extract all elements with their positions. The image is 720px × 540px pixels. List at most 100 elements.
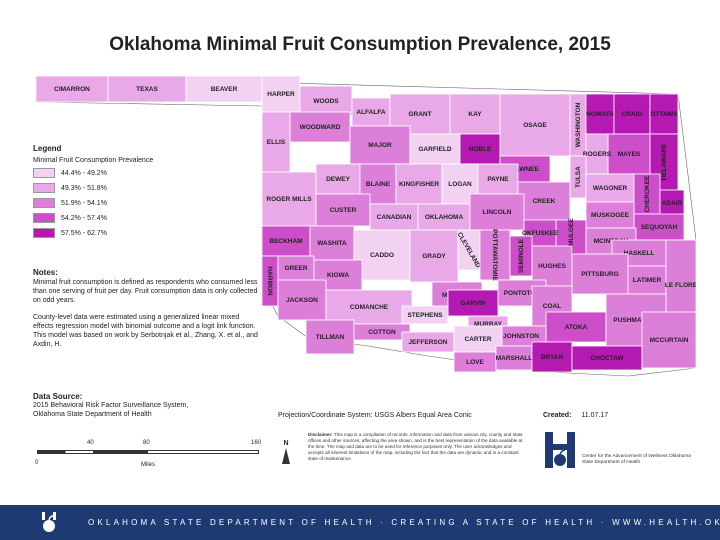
county-shape-texas xyxy=(107,76,187,103)
county-label-marshall: MARSHALL xyxy=(496,355,532,362)
county-label-ottawa: OTTAWA xyxy=(650,111,678,118)
data-source-block: Data Source: 2015 Behavioral Risk Factor… xyxy=(33,392,273,419)
legend-swatch xyxy=(33,183,55,193)
notes-paragraph-1: Minimal fruit consumption is defined as … xyxy=(33,279,258,304)
legend-swatch xyxy=(33,213,55,223)
disclaimer: Disclaimer: This map is a compilation of… xyxy=(308,432,528,462)
county-label-kay: KAY xyxy=(468,111,482,118)
county-kay: KAY xyxy=(449,93,501,135)
county-shape-jackson xyxy=(277,279,327,321)
county-label-mcintosh: MCINTOSH xyxy=(594,238,629,245)
county-atoka: ATOKA xyxy=(545,311,607,343)
county-comanche: COMANCHE xyxy=(325,289,413,325)
county-shape-pottawatomie xyxy=(479,229,511,281)
county-harmon: HARMON xyxy=(261,255,279,307)
county-label-pawnee: PAWNEE xyxy=(511,166,539,173)
osdh-h-logo-icon xyxy=(545,432,575,468)
county-label-jackson: JACKSON xyxy=(286,297,318,304)
scale-unit: Miles xyxy=(141,462,156,468)
county-noble: NOBLE xyxy=(459,133,501,165)
county-shape-grady xyxy=(409,229,459,283)
created-label: Created: xyxy=(543,412,572,419)
legend-item: 51.9% - 54.1% xyxy=(33,197,233,209)
legend-swatch xyxy=(33,198,55,208)
county-creek: CREEK xyxy=(517,181,571,221)
legend-item: 54.2% - 57.4% xyxy=(33,212,233,224)
county-shape-latimer xyxy=(627,265,667,295)
county-label-lincoln: LINCOLN xyxy=(483,209,512,216)
county-label-texas: TEXAS xyxy=(136,86,158,93)
county-shape-hughes xyxy=(531,245,573,287)
county-beckham: BECKHAM xyxy=(261,225,311,257)
county-label-kiowa: KIOWA xyxy=(327,272,349,279)
county-harper: HARPER xyxy=(261,76,301,113)
footer-bar: OKLAHOMA STATE DEPARTMENT OF HEALTH · CR… xyxy=(0,505,720,540)
county-sequoyah: SEQUOYAH xyxy=(633,213,685,241)
footer-apple-logo-icon xyxy=(42,512,56,532)
county-osage: OSAGE xyxy=(499,93,571,157)
county-label-seminole: SEMINOLE xyxy=(518,238,525,273)
county-tulsa: TULSA xyxy=(569,155,587,199)
county-shape-greer xyxy=(277,255,315,281)
county-seminole: SEMINOLE xyxy=(509,235,533,277)
county-label-jefferson: JEFFERSON xyxy=(408,339,447,346)
county-label-delaware: DELAWARE xyxy=(661,143,668,181)
county-shape-dewey xyxy=(315,163,361,195)
map-title: Oklahoma Minimal Fruit Consumption Preva… xyxy=(109,34,611,55)
legend-title: Legend xyxy=(33,144,62,153)
county-label-murray: MURRAY xyxy=(474,321,503,328)
county-love: LOVE xyxy=(453,351,497,373)
county-label-pittsburg: PITTSBURG xyxy=(581,271,619,278)
scale-bar: 0 40 80 160 Miles xyxy=(35,440,265,470)
county-label-atoka: ATOKA xyxy=(565,324,588,331)
county-label-oklahoma: OKLAHOMA xyxy=(425,214,464,221)
scale-tick-40: 40 xyxy=(87,440,94,446)
county-shape-garvin xyxy=(447,289,499,317)
county-garfield: GARFIELD xyxy=(409,133,461,165)
county-label-woodward: WOODWARD xyxy=(300,124,341,131)
county-tillman: TILLMAN xyxy=(305,319,355,355)
data-source-heading: Data Source: xyxy=(33,392,83,401)
county-label-payne: PAYNE xyxy=(487,176,509,183)
north-label: N xyxy=(283,440,289,447)
county-shape-noble xyxy=(459,133,501,165)
county-label-muskogee: MUSKOGEE xyxy=(591,212,630,219)
county-latimer: LATIMER xyxy=(627,265,667,295)
county-shape-major xyxy=(349,125,411,165)
county-shape-cherokee xyxy=(633,173,661,215)
county-label-garvin: GARVIN xyxy=(460,300,485,307)
county-cherokee: CHEROKEE xyxy=(633,173,661,215)
county-label-tulsa: TULSA xyxy=(575,166,582,188)
county-pittsburg: PITTSBURG xyxy=(571,253,629,295)
county-label-comanche: COMANCHE xyxy=(350,304,389,311)
county-payne: PAYNE xyxy=(477,163,519,195)
county-ellis: ELLIS xyxy=(261,111,291,173)
county-label-harper: HARPER xyxy=(267,91,295,98)
county-label-roger-mills: ROGER MILLS xyxy=(266,196,312,203)
county-label-custer: CUSTER xyxy=(330,207,357,214)
county-lincoln: LINCOLN xyxy=(469,193,525,231)
county-label-osage: OSAGE xyxy=(523,122,547,129)
legend-swatch xyxy=(33,228,55,238)
county-label-grady: GRADY xyxy=(422,253,446,260)
county-label-wagoner: WAGONER xyxy=(593,185,628,192)
county-label-adair: ADAIR xyxy=(662,200,683,207)
legend-items: 44.4% - 49.2% 49.3% - 51.8% 51.9% - 54.1% 5… xyxy=(33,167,233,239)
county-label-canadian: CANADIAN xyxy=(377,214,412,221)
notes-paragraph-2: County-level data were estimated using a… xyxy=(33,314,258,348)
county-shape-caddo xyxy=(353,229,411,281)
county-label-pontotoc: PONTOTOC xyxy=(504,290,541,297)
county-label-cherokee: CHEROKEE xyxy=(644,175,651,213)
footer-text: OKLAHOMA STATE DEPARTMENT OF HEALTH · CR… xyxy=(88,518,720,527)
county-shape-muskogee xyxy=(585,201,635,229)
county-shape-pittsburg xyxy=(571,253,629,295)
county-ottawa: OTTAWA xyxy=(649,93,679,135)
county-texas: TEXAS xyxy=(107,76,187,103)
county-bryan: BRYAN xyxy=(531,341,573,373)
legend-item: 49.3% - 51.8% xyxy=(33,182,233,194)
county-label-garfield: GARFIELD xyxy=(418,146,452,153)
county-label-okfuskee: OKFUSKEE xyxy=(522,230,559,237)
county-shape-creek xyxy=(517,181,571,221)
county-woodward: WOODWARD xyxy=(289,111,351,143)
notes-heading: Notes: xyxy=(33,268,58,277)
